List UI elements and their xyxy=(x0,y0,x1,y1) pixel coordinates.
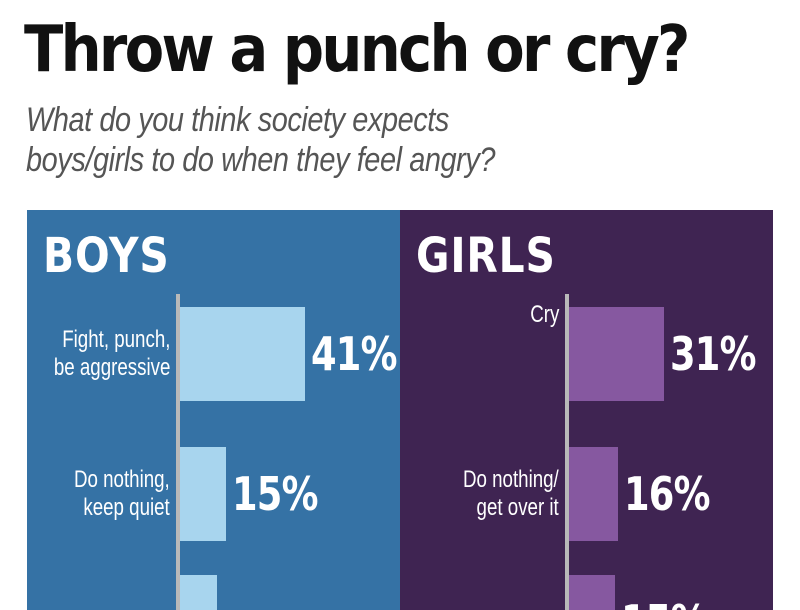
boys-bar-label-line: keep quiet xyxy=(83,494,170,521)
boys-bar-label-2: Do nothing, keep quiet xyxy=(74,466,170,522)
girls-bar-value-3: 15% xyxy=(621,599,707,610)
boys-bar-value-2: 15% xyxy=(231,467,318,521)
girls-bar-value-2: 16% xyxy=(623,467,710,521)
chart-title: Throw a punch or cry? xyxy=(24,13,690,87)
boys-axis-line xyxy=(176,294,180,610)
boys-bar-label-1: Fight, punch, be aggressive xyxy=(53,326,170,382)
girls-bar-label-2: Do nothing/get over it xyxy=(463,466,559,522)
subtitle-line-2: boys/girls to do when they feel angry? xyxy=(26,141,496,179)
girls-bar-label-line: get over it xyxy=(476,494,559,521)
boys-bar-2 xyxy=(180,447,226,541)
subtitle-line-1: What do you think society expects xyxy=(26,101,449,139)
boys-bar-3 xyxy=(180,575,217,610)
boys-bar-label-line: Do nothing, xyxy=(74,466,170,493)
boys-bar-value-1: 41% xyxy=(311,327,397,381)
boys-bar-1 xyxy=(180,307,306,401)
girls-axis-line xyxy=(565,294,569,610)
boys-panel-title: BOYS xyxy=(43,228,170,284)
boys-panel: BOYS Fight, punch, be aggressive 41% Do not… xyxy=(27,210,400,610)
boys-bar-label-line: Fight, punch, xyxy=(61,326,170,353)
girls-bar-label-line: Cry xyxy=(529,301,559,328)
girls-panel-title: GIRLS xyxy=(416,228,556,284)
girls-bar-value-1: 31% xyxy=(669,327,756,381)
girls-bar-label-line: Do nothing/ xyxy=(463,466,559,493)
girls-bar-3 xyxy=(569,575,615,610)
girls-bar-2 xyxy=(569,447,618,541)
girls-bar-label-1: Cry xyxy=(530,301,559,329)
chart-subtitle: What do you think society expects boys/g… xyxy=(26,100,495,180)
boys-bar-label-line: be aggressive xyxy=(53,354,170,381)
girls-bar-1 xyxy=(569,307,664,401)
